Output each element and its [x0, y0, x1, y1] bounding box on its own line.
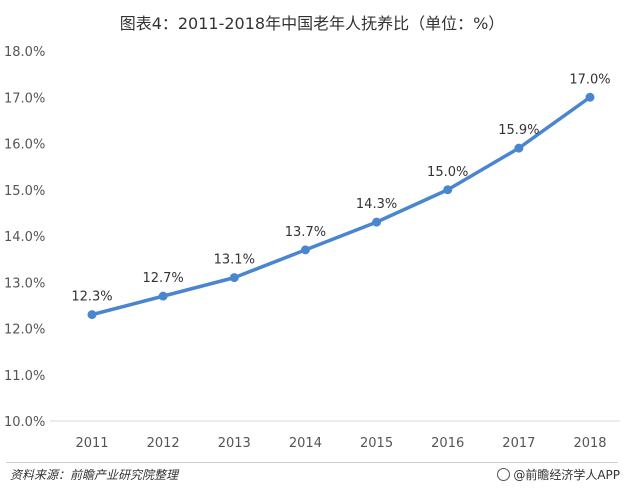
x-tick-label: 2018	[573, 436, 606, 451]
credit: @前瞻经济学人APP	[497, 466, 620, 483]
y-tick-label: 15.0%	[4, 184, 45, 199]
x-axis: 2011 2012 2013 2014 2015 2016 2017 2018	[50, 420, 620, 451]
x-tick-label: 2013	[218, 436, 251, 451]
y-tick-label: 14.0%	[4, 230, 45, 245]
y-tick-label: 10.0%	[4, 415, 45, 430]
data-point	[87, 310, 97, 320]
x-tick-label: 2015	[360, 436, 393, 451]
credit-icon	[497, 468, 511, 481]
data-point	[229, 273, 239, 283]
data-point	[514, 143, 524, 153]
series-path	[90, 95, 592, 317]
data-label: 12.7%	[142, 271, 183, 286]
data-point	[300, 245, 310, 255]
data-label: 15.0%	[427, 165, 468, 180]
y-tick-label: 16.0%	[4, 138, 45, 153]
source-note: 资料来源：前瞻产业研究院整理	[10, 468, 179, 482]
footer: 资料来源：前瞻产业研究院整理 @前瞻经济学人APP	[0, 462, 624, 492]
y-tick-label: 18.0%	[4, 45, 45, 60]
y-tick-label: 17.0%	[4, 91, 45, 106]
data-label: 17.0%	[569, 72, 610, 87]
line-chart: 10.0% 11.0% 12.0% 13.0% 14.0% 15.0% 16.0% 17.0%…	[4, 45, 620, 451]
x-tick-label: 2016	[431, 436, 464, 451]
data-label: 14.3%	[356, 197, 397, 212]
data-label: 15.9%	[498, 123, 539, 138]
credit-label: @前瞻经济学人APP	[513, 468, 620, 482]
data-point	[585, 92, 595, 102]
footer-divider	[6, 462, 618, 463]
y-tick-label: 12.0%	[4, 323, 45, 338]
data-label: 12.3%	[71, 290, 112, 305]
data-point	[158, 291, 168, 301]
data-point	[372, 217, 382, 227]
series-line: 12.3% 12.7% 13.1% 13.7% 14.3% 15.0% 15.9% 17.0%	[71, 72, 611, 320]
x-tick-label: 2012	[147, 436, 180, 451]
data-point	[443, 185, 453, 195]
x-tick-label: 2014	[289, 436, 322, 451]
x-tick-label: 2011	[75, 436, 108, 451]
chart-title: 图表4：2011-2018年中国老年人抚养比（单位：%）	[119, 14, 505, 33]
x-tick-label: 2017	[502, 436, 535, 451]
data-label: 13.1%	[214, 253, 255, 268]
y-tick-label: 13.0%	[4, 276, 45, 291]
y-tick-label: 11.0%	[4, 369, 45, 384]
data-label: 13.7%	[285, 225, 326, 240]
y-axis: 10.0% 11.0% 12.0% 13.0% 14.0% 15.0% 16.0% 17.0%…	[4, 45, 45, 430]
